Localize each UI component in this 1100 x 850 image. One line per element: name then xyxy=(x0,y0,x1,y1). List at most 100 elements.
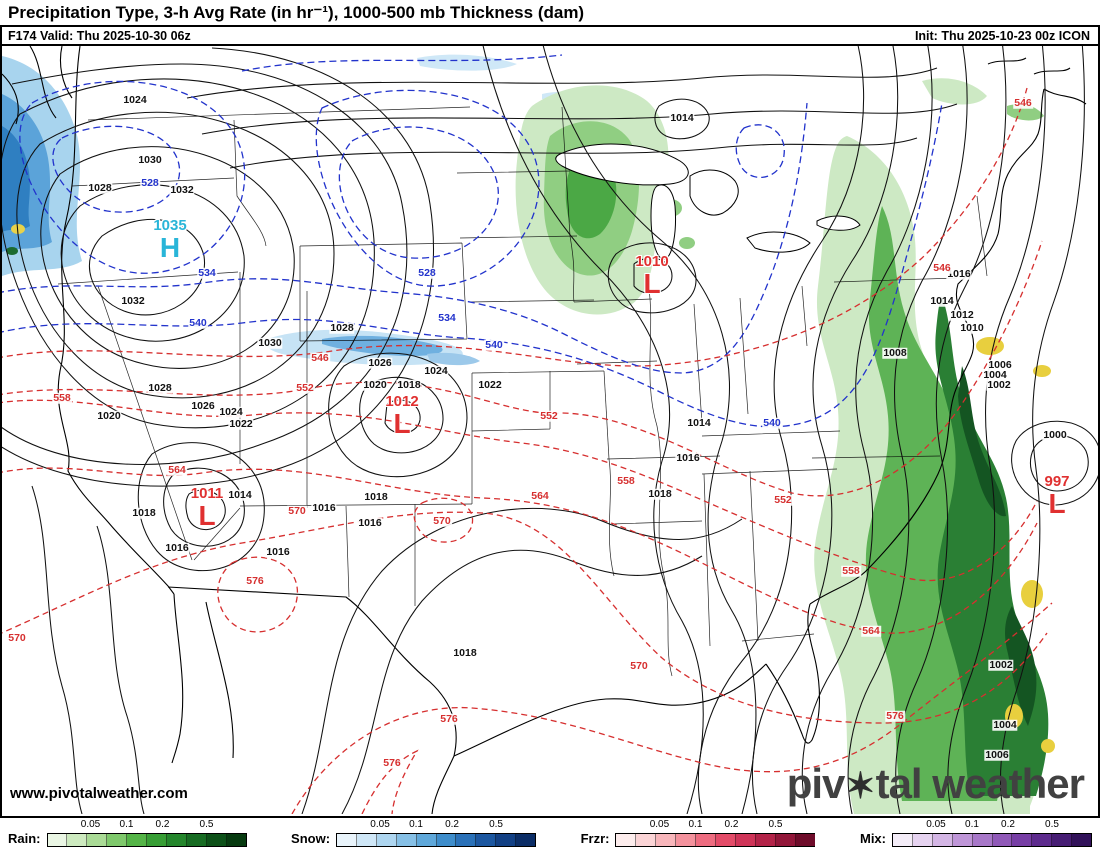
legend-color-cell xyxy=(992,834,1013,846)
legend-ticks: 0.05 0.1 0.2 0.5 xyxy=(892,819,1092,831)
legend-tick-value: 0.05 xyxy=(649,819,670,830)
pressure-letter: L xyxy=(393,408,411,439)
pressure-value: 1011 xyxy=(190,485,224,502)
pressure-letter: L xyxy=(1048,488,1066,519)
contour-label: 1028 xyxy=(147,381,173,394)
legend-bar-mix: 0.05 0.1 0.2 0.5 xyxy=(891,819,1092,847)
contour-label: 1004 xyxy=(992,718,1018,731)
contour-label: 540 xyxy=(188,316,208,329)
contour-label: 546 xyxy=(310,351,330,364)
legend-group-snow: Snow: 0.05 0.1 0.2 0.5 xyxy=(291,819,537,847)
pressure-value: 1035 xyxy=(153,217,187,234)
map-frame: F174 Valid: Thu 2025-10-30 06z Init: Thu… xyxy=(0,25,1100,818)
legend-tick-value: 0.2 xyxy=(155,819,170,830)
contour-label: 1022 xyxy=(477,378,503,391)
legend-tick-value: 0.5 xyxy=(768,819,783,830)
contour-label: 570 xyxy=(287,504,307,517)
contour-label: 546 xyxy=(1013,96,1033,109)
legend-color-cell xyxy=(656,834,677,846)
contour-label: 1018 xyxy=(131,506,157,519)
legend-color-cell xyxy=(107,834,128,846)
legend-color-cell xyxy=(416,834,437,846)
pressure-center-l-997: 997 L xyxy=(1044,474,1069,518)
legend-color-cell xyxy=(755,834,776,846)
legend-tick-value: 0.1 xyxy=(119,819,134,830)
legend-group-rain: Rain: 0.05 0.1 0.2 0.5 xyxy=(8,819,247,847)
contour-label: 570 xyxy=(7,631,27,644)
pressure-value: 1010 xyxy=(635,253,669,270)
weather-map-svg xyxy=(2,46,1098,814)
legend-color-cell xyxy=(496,834,517,846)
coastlines xyxy=(2,46,1087,814)
legend-color-cell xyxy=(476,834,497,846)
pressure-letter: L xyxy=(198,500,216,531)
title-bar: Precipitation Type, 3-h Avg Rate (in hr⁻… xyxy=(0,0,1100,25)
great-lakes xyxy=(555,143,861,260)
contour-label: 576 xyxy=(439,712,459,725)
contour-label: 1016 xyxy=(675,451,701,464)
legend-ticks: 0.05 0.1 0.2 0.5 xyxy=(336,819,536,831)
contour-label: 540 xyxy=(484,338,504,351)
contour-label: 1016 xyxy=(357,516,383,529)
pressure-center-l-1012: 1012 L xyxy=(385,394,418,438)
legend-tick-value: 0.2 xyxy=(724,819,739,830)
legend-color-cell xyxy=(436,834,457,846)
contour-label: 576 xyxy=(885,709,905,722)
legend-bar-frzr: 0.05 0.1 0.2 0.5 xyxy=(615,819,816,847)
contour-label: 576 xyxy=(245,574,265,587)
legend-tick-value: 0.5 xyxy=(489,819,503,830)
legend-tick-value: 0.5 xyxy=(199,819,214,830)
contour-label: 558 xyxy=(841,564,861,577)
legend-color-cell xyxy=(376,834,397,846)
legend-tick-value: 0.05 xyxy=(80,819,101,830)
legend-bar-rain: 0.05 0.1 0.2 0.5 xyxy=(46,819,247,847)
legend-color-cell xyxy=(396,834,417,846)
contour-label: 558 xyxy=(616,474,636,487)
contour-label: 1018 xyxy=(452,646,478,659)
contour-label: 528 xyxy=(140,176,160,189)
contour-label: 1028 xyxy=(87,181,113,194)
legend-color-cell xyxy=(1012,834,1033,846)
legend-ticks: 0.05 0.1 0.2 0.5 xyxy=(615,819,815,831)
legend-color-cell xyxy=(616,834,637,846)
legend-color-cell xyxy=(676,834,697,846)
legend-color-cell xyxy=(636,834,657,846)
precip-type-legend: Rain: 0.05 0.1 0.2 0.5 Snow: 0.05 0.1 0.2 0.5 Frzr… xyxy=(0,818,1100,850)
weather-map[interactable]: 1024 1030 1032 1028 1032 1030 1028 1028 1026 1024… xyxy=(2,46,1098,814)
contour-label: 1024 xyxy=(423,364,449,377)
contour-label: 570 xyxy=(629,659,649,672)
legend-color-cell xyxy=(715,834,736,846)
rain-shading xyxy=(515,78,1049,814)
legend-color-cell xyxy=(952,834,973,846)
contour-label: 552 xyxy=(539,409,559,422)
pivotal-weather-logo: piv✶tal weather xyxy=(787,760,1085,808)
legend-label-mix: Mix: xyxy=(859,831,886,846)
legend-color-cell xyxy=(147,834,167,846)
contour-label: 1014 xyxy=(686,416,712,429)
legend-color-cell xyxy=(186,834,207,846)
pressure-center-l-1010: 1010 L xyxy=(635,254,668,298)
contour-label: 1030 xyxy=(137,153,163,166)
contour-label: 552 xyxy=(295,381,315,394)
isobar-contours xyxy=(2,46,1098,814)
legend-color-cell xyxy=(795,834,815,846)
legend-colorbar-rain xyxy=(46,833,247,847)
contour-label: 1004 xyxy=(982,368,1008,381)
pressure-value: 1012 xyxy=(385,393,419,410)
legend-bar-snow: 0.05 0.1 0.2 0.5 xyxy=(336,819,537,847)
legend-color-cell xyxy=(127,834,148,846)
logo-star-icon: ✶ xyxy=(845,765,875,806)
contour-label: 1018 xyxy=(647,487,673,500)
contour-label: 1002 xyxy=(986,378,1012,391)
contour-label: 540 xyxy=(762,416,782,429)
legend-tick-value: 0.1 xyxy=(965,819,979,830)
contour-label: 1014 xyxy=(669,111,695,124)
contour-label: 1012 xyxy=(949,308,975,321)
contour-label: 1028 xyxy=(329,321,355,334)
legend-colorbar-snow xyxy=(336,833,537,847)
legend-color-cell xyxy=(456,834,477,846)
pressure-value: 997 xyxy=(1044,473,1070,490)
thickness-cold-contours xyxy=(2,54,943,428)
legend-color-cell xyxy=(87,834,108,846)
contour-label: 1026 xyxy=(190,399,216,412)
